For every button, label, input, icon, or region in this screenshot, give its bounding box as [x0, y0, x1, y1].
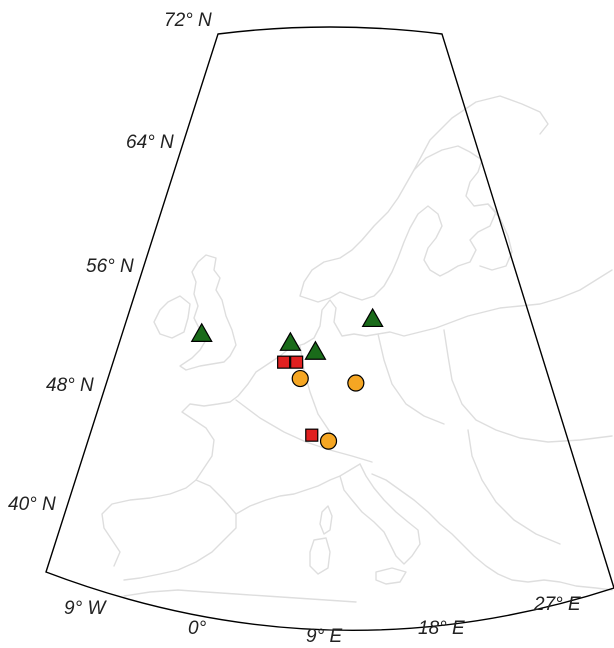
coastline-sardinia [309, 537, 331, 575]
marker-triangle-0 [190, 322, 213, 342]
latitude-labels: 72° N 64° N 56° N 48° N 40° N [8, 10, 212, 515]
marker-circle-7 [291, 369, 309, 388]
marker-square-4 [277, 355, 291, 369]
lon-label-0: 0° [188, 618, 207, 639]
coastline-iberia [123, 479, 237, 581]
marker-circle-8 [347, 374, 365, 392]
lat-label-64n: 64° N [126, 132, 174, 153]
lon-label-18e: 18° E [418, 618, 465, 639]
marker-circle-9 [319, 432, 338, 450]
coastline-ireland [153, 295, 191, 339]
coastline-sicily [375, 567, 407, 585]
coastline-balkans [371, 473, 613, 591]
coastline-continent-north [101, 269, 613, 567]
border-lines [235, 329, 613, 545]
marker-square-6 [305, 428, 319, 442]
lat-label-48n: 48° N [46, 375, 94, 396]
coastline-finland [479, 203, 513, 271]
marker-square-5 [290, 355, 304, 369]
coastline-scandinavia [299, 145, 497, 303]
coastline-med-north [235, 463, 361, 515]
coastlines [101, 95, 613, 603]
lon-label-9e: 9° E [306, 626, 342, 647]
marker-triangle-1 [279, 331, 302, 351]
coastline-north-africa [123, 589, 357, 603]
lon-label-9w: 9° W [64, 598, 107, 619]
lon-label-27e: 27° E [533, 594, 581, 615]
longitude-labels: 9° W 0° 9° E 18° E 27° E [64, 594, 581, 647]
map-frame [45, 26, 614, 631]
lat-label-72n: 72° N [164, 10, 212, 31]
marker-triangle-3 [361, 307, 384, 328]
lat-label-40n: 40° N [8, 494, 56, 515]
marker-triangle-2 [304, 340, 327, 360]
lat-label-56n: 56° N [86, 256, 134, 277]
markers-layer [190, 307, 384, 450]
coastline-italy [339, 463, 421, 565]
coastline-great-britain [179, 254, 237, 371]
coastline-scandinavia-north [413, 95, 549, 171]
coastline-corsica [319, 505, 333, 535]
